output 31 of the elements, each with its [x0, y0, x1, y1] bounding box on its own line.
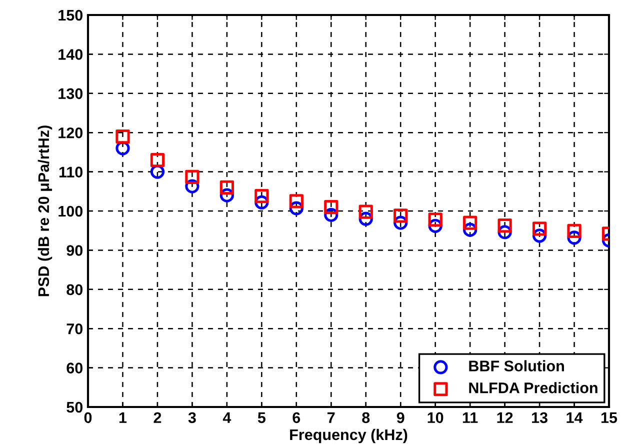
y-axis-title: PSD (dB re 20 μPa/rtHz): [38, 126, 52, 296]
x-tick-label: 5: [258, 412, 266, 424]
y-tick-label: 110: [59, 166, 83, 178]
y-tick-label: 120: [58, 127, 83, 138]
x-tick-label: 12: [497, 412, 513, 423]
x-tick-label: 3: [188, 412, 196, 424]
legend-label: NLFDA Prediction: [469, 382, 598, 394]
x-tick-label: 8: [362, 412, 370, 424]
y-tick-label: 60: [66, 362, 83, 374]
x-tick-label: 7: [328, 412, 335, 423]
y-tick-label: 50: [66, 402, 83, 413]
y-tick-label: 130: [58, 88, 83, 100]
y-tick-label: 150: [58, 10, 83, 21]
x-tick-label: 13: [532, 412, 548, 424]
x-tick-label: 4: [222, 412, 232, 423]
y-tick-label: 70: [66, 323, 83, 334]
y-tick-label: 140: [58, 49, 83, 60]
y-tick-label: 100: [58, 206, 83, 217]
x-tick-label: 10: [428, 412, 444, 424]
y-tick-label: 80: [66, 284, 83, 296]
x-tick-label: 15: [601, 412, 618, 424]
x-tick-label: 1: [119, 412, 127, 423]
x-tick-label: 14: [566, 412, 583, 423]
x-axis-title: Frequency (kHz): [290, 428, 408, 444]
x-tick-label: 0: [84, 412, 92, 424]
x-tick-label: 2: [154, 412, 162, 423]
y-tick-label: 90: [66, 245, 83, 256]
x-tick-label: 6: [292, 412, 300, 424]
x-tick-label: 9: [396, 412, 404, 424]
legend-label: BBF Solution: [469, 360, 564, 372]
x-tick-label: 11: [462, 412, 478, 423]
